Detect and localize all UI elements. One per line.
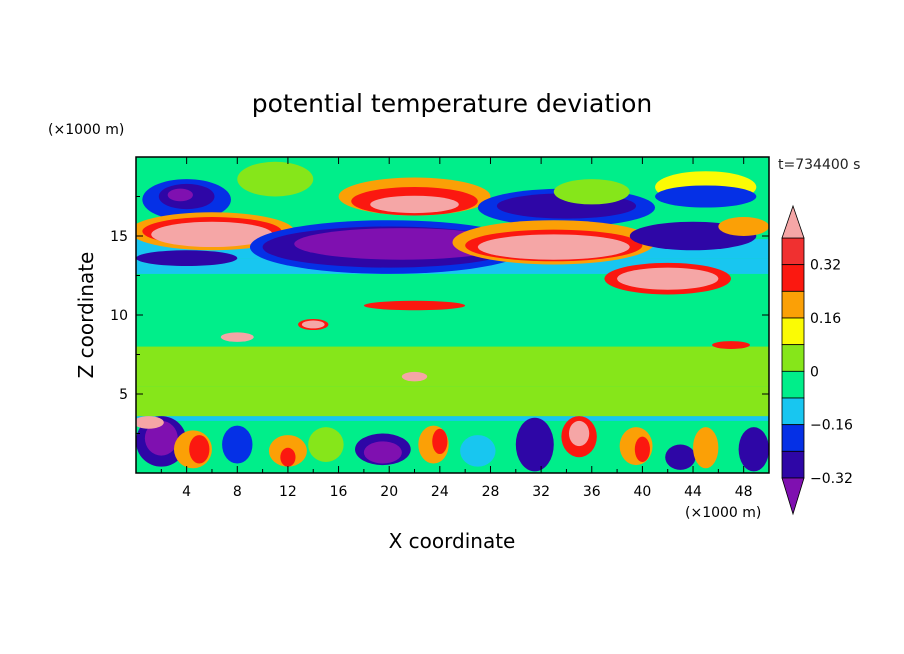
contour-region: [136, 416, 164, 429]
x-axis-unit: (×1000 m): [685, 505, 761, 521]
y-axis-ticks: 5 10 15: [110, 196, 769, 434]
contour-field: [136, 157, 769, 473]
x-tick-label: 16: [330, 484, 348, 500]
contour-region: [460, 435, 496, 467]
contour-region: [144, 420, 178, 456]
chart-title: potential temperature deviation: [252, 89, 652, 118]
contour-region: [634, 436, 650, 462]
contour-region: [515, 417, 554, 472]
contour-region: [308, 427, 344, 462]
y-tick-label: 5: [119, 387, 128, 403]
colorbar-label: −0.16: [810, 418, 853, 434]
time-label: t=734400 s: [778, 157, 860, 173]
contour-region: [294, 228, 510, 260]
x-tick-label: 20: [380, 484, 398, 500]
contour-region: [712, 341, 751, 349]
y-tick-label: 15: [110, 229, 128, 245]
colorbar-segment: [781, 424, 805, 452]
contour-band: [136, 386, 769, 417]
contour-region: [222, 425, 253, 464]
contour-region: [693, 427, 719, 469]
colorbar-label: 0.16: [810, 311, 841, 327]
contour-region: [401, 371, 428, 382]
contour-band: [136, 416, 769, 423]
contour-region: [136, 250, 238, 267]
contour-region: [718, 217, 769, 236]
colorbar: 0.32 0.16 0 −0.16 −0.32: [781, 204, 853, 516]
plot-area: [136, 157, 769, 473]
contour-region: [655, 185, 757, 208]
colorbar-segment: [781, 450, 805, 479]
colorbar-label: 0: [810, 364, 819, 380]
contour-region: [370, 195, 459, 214]
contour-region: [477, 234, 630, 260]
contour-region: [167, 188, 193, 202]
contour-region: [189, 435, 210, 464]
contour-band: [136, 346, 769, 387]
contour-region: [301, 320, 325, 329]
contour-region: [665, 444, 696, 470]
contour-region: [553, 179, 630, 205]
x-tick-label: 12: [279, 484, 297, 500]
x-axis-label: X coordinate: [389, 529, 516, 553]
contour-region: [220, 332, 254, 342]
x-tick-label: 32: [532, 484, 550, 500]
colorbar-label: 0.32: [810, 258, 841, 274]
contour-region: [617, 267, 719, 290]
contour-region: [432, 428, 448, 455]
contour-region: [363, 300, 466, 311]
x-tick-label: 44: [684, 484, 702, 500]
colorbar-segment: [781, 290, 805, 319]
contour-region: [610, 360, 675, 380]
colorbar-upper-extension: [781, 204, 805, 239]
x-tick-label: 28: [482, 484, 500, 500]
x-tick-label: 4: [182, 484, 191, 500]
colorbar-segment: [781, 264, 805, 292]
colorbar-segment: [781, 370, 805, 399]
y-tick-label: 10: [110, 308, 128, 324]
y-axis-unit: (×1000 m): [48, 122, 124, 138]
colorbar-segment: [781, 344, 805, 372]
x-tick-label: 24: [431, 484, 449, 500]
x-tick-label: 48: [735, 484, 753, 500]
x-tick-label: 40: [633, 484, 651, 500]
x-tick-label: 8: [233, 484, 242, 500]
y-axis-label: Z coordinate: [74, 252, 98, 379]
contour-region: [237, 161, 314, 197]
x-tick-label: 36: [583, 484, 601, 500]
colorbar-label: −0.32: [810, 471, 853, 487]
contour-region: [363, 441, 402, 464]
contour-region: [280, 447, 296, 467]
colorbar-segment: [781, 397, 805, 426]
x-axis-ticks: 4 8 12 16 20 24 28 32 36 40 44 48: [160, 157, 753, 500]
colorbar-segment: [781, 317, 805, 346]
contour-region: [568, 420, 590, 447]
colorbar-lower-extension: [781, 477, 805, 516]
contour-region: [151, 221, 273, 248]
colorbar-segment: [781, 237, 805, 266]
contour-region: [738, 427, 769, 472]
